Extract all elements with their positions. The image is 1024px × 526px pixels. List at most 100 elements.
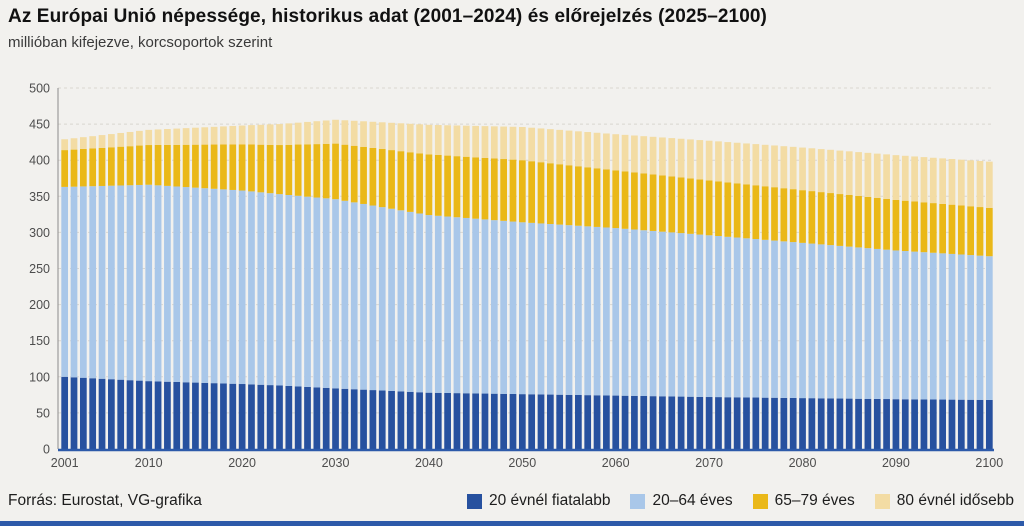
bar-2026-segment-1: [294, 195, 302, 387]
bar-2058: [593, 132, 601, 449]
bar-2046-segment-3: [481, 126, 489, 158]
bar-2007-segment-2: [117, 146, 125, 186]
bar-2075-segment-1: [752, 239, 760, 398]
bar-2016-segment-2: [201, 144, 209, 189]
bar-2086: [855, 152, 862, 449]
bar-2088-segment-2: [873, 197, 881, 249]
bar-2009-segment-1: [136, 184, 143, 381]
bar-2093-segment-3: [920, 157, 928, 203]
bar-2040-segment-0: [425, 392, 433, 449]
bar-2061-segment-0: [621, 395, 629, 449]
bar-2063-segment-3: [640, 136, 648, 174]
bars: [61, 119, 993, 449]
bar-2003-segment-2: [79, 148, 87, 187]
bar-2051-segment-2: [528, 161, 536, 223]
bar-2010: [145, 129, 153, 449]
bar-2049-segment-3: [509, 126, 517, 160]
bar-2021: [248, 125, 255, 449]
bar-2027-segment-1: [304, 196, 311, 387]
bar-2090-segment-2: [892, 199, 900, 251]
bar-2030-segment-1: [332, 199, 339, 389]
bar-2017-segment-0: [210, 383, 218, 449]
bar-2039: [416, 124, 423, 449]
bar-2004-segment-2: [89, 148, 97, 187]
bar-2028-segment-2: [313, 144, 321, 198]
bar-2003-segment-1: [79, 186, 87, 378]
bar-2023-segment-2: [266, 144, 274, 194]
bar-2096-segment-1: [948, 253, 956, 400]
bar-2066-segment-3: [668, 138, 676, 177]
bar-2029-segment-1: [322, 198, 330, 388]
bar-2028-segment-3: [313, 121, 321, 145]
bar-2007: [117, 132, 125, 449]
bar-2089-segment-0: [883, 399, 890, 449]
bar-2008-segment-1: [126, 185, 134, 381]
bar-2072: [724, 142, 732, 449]
bar-2012-segment-0: [164, 381, 171, 449]
bar-2031-segment-1: [341, 200, 349, 389]
bar-2056-segment-2: [575, 166, 582, 226]
bar-2004-segment-0: [89, 378, 97, 449]
bar-2079-segment-0: [789, 397, 797, 449]
bar-2094: [929, 157, 937, 449]
chart-footer: Forrás: Eurostat, VG-grafika 20 évnél fi…: [8, 486, 1014, 516]
bar-2019-segment-0: [229, 383, 237, 449]
bar-2080-segment-1: [799, 242, 806, 399]
bar-2060-segment-2: [612, 170, 620, 229]
bar-2080-segment-3: [799, 147, 806, 191]
y-tick-label-200: 200: [29, 298, 50, 312]
bar-2095-segment-1: [939, 253, 946, 400]
bar-2069: [696, 140, 704, 449]
bar-2049-segment-0: [509, 393, 517, 449]
bar-2033-segment-1: [360, 203, 367, 390]
bar-2041: [434, 125, 442, 449]
y-tick-label-500: 500: [29, 82, 50, 96]
bar-2010-segment-0: [145, 381, 153, 449]
y-tick-label-50: 50: [36, 406, 50, 420]
bar-2052-segment-0: [537, 394, 545, 449]
bar-2095-segment-0: [939, 399, 946, 449]
bar-2076-segment-0: [761, 397, 769, 449]
bar-2061-segment-2: [621, 171, 629, 229]
bar-2066-segment-0: [668, 396, 676, 449]
bar-2040-segment-3: [425, 124, 433, 155]
bar-2070-segment-0: [705, 397, 713, 449]
bar-2050-segment-0: [518, 394, 526, 449]
bar-2058-segment-2: [593, 168, 601, 227]
x-tick-label-2050: 2050: [508, 456, 536, 470]
bar-2051-segment-3: [528, 127, 536, 162]
bar-2062-segment-1: [631, 229, 638, 396]
bar-2089-segment-1: [883, 249, 890, 400]
bar-2070-segment-3: [705, 140, 713, 181]
bar-2044-segment-3: [462, 125, 470, 157]
bar-2053-segment-3: [546, 129, 554, 164]
bar-2048: [500, 126, 508, 449]
bar-2068-segment-2: [687, 178, 694, 234]
bar-2069-segment-0: [696, 396, 704, 449]
bar-2057-segment-2: [584, 167, 592, 227]
bar-2012-segment-3: [164, 129, 171, 145]
bar-2043-segment-2: [453, 156, 461, 218]
bar-2087-segment-2: [864, 196, 872, 249]
bar-2062-segment-0: [631, 395, 638, 449]
bar-2048-segment-1: [500, 220, 508, 394]
bar-2001-segment-1: [61, 186, 69, 377]
bar-2075: [752, 144, 760, 449]
bar-2037: [397, 123, 405, 449]
bar-2013-segment-2: [173, 144, 181, 187]
bar-2091-segment-0: [901, 399, 909, 449]
bar-2022-segment-2: [257, 144, 265, 193]
bar-2041-segment-0: [434, 392, 442, 449]
bar-2037-segment-3: [397, 123, 405, 152]
bar-2081-segment-2: [808, 191, 816, 244]
bar-2100-segment-0: [985, 399, 993, 449]
bar-2019-segment-2: [229, 144, 237, 190]
bar-2025-segment-1: [285, 195, 293, 386]
bar-2055: [565, 130, 573, 449]
y-tick-label-300: 300: [29, 226, 50, 240]
bar-2031-segment-3: [341, 120, 349, 145]
bar-2068-segment-0: [687, 396, 694, 449]
bar-2041-segment-1: [434, 215, 442, 393]
bar-2073-segment-2: [733, 183, 741, 238]
bar-2036-segment-1: [388, 208, 395, 391]
